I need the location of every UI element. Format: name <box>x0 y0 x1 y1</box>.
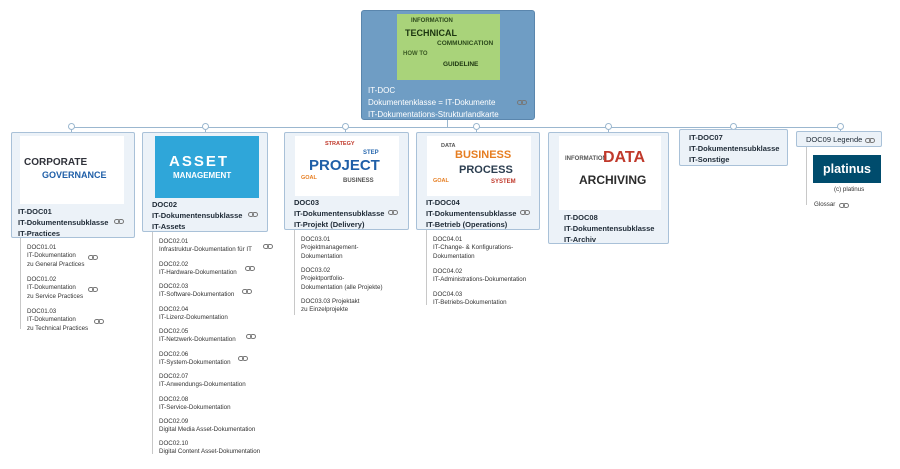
collapse-knob[interactable] <box>605 123 612 130</box>
leaf-glossar[interactable]: Glossar <box>814 201 836 208</box>
root-class: Dokumentenklasse = IT-Dokumente <box>368 98 496 107</box>
collapse-knob[interactable] <box>202 123 209 130</box>
link-icon[interactable] <box>865 138 876 144</box>
logo-caption: (c) platinus <box>834 186 865 193</box>
platinus-logo: platinus <box>813 155 881 183</box>
collapse-knob[interactable] <box>68 123 75 130</box>
root-word-cloud-image: INFORMATION TECHNICAL COMMUNICATION HOW … <box>397 14 500 80</box>
branch-node-doc02[interactable]: ASSET MANAGEMENT DOC02 IT-Dokumentensubk… <box>142 132 268 232</box>
leaf-doc01-01[interactable]: DOC01.01 IT-Dokumentation zu General Pract… <box>27 244 85 268</box>
branch-node-doc03[interactable]: STRATEGY STEP PROJECT GOAL BUSINESS DOC0… <box>284 132 409 230</box>
collapse-knob[interactable] <box>473 123 480 130</box>
leaf-doc02-04[interactable]: DOC02.04 IT-Lizenz-Dokumentation <box>159 306 228 322</box>
link-icon[interactable] <box>520 210 531 216</box>
leaf-doc02-05[interactable]: DOC02.05 IT-Netzwerk-Dokumentation <box>159 328 236 344</box>
leaf-doc04-03[interactable]: DOC04.03 IT-Betriebs-Dokumentation <box>433 291 507 307</box>
link-icon[interactable] <box>245 266 256 272</box>
leaf-doc01-02[interactable]: DOC01.02 IT-Dokumentation zu Service Pract… <box>27 276 84 300</box>
leaf-doc04-01[interactable]: DOC04.01 IT-Change- & Konfigurations- Doku… <box>433 236 514 260</box>
leaf-doc02-02[interactable]: DOC02.02 IT-Hardware-Dokumentation <box>159 261 237 277</box>
project-word-cloud-image: STRATEGY STEP PROJECT GOAL BUSINESS <box>295 136 399 196</box>
collapse-knob[interactable] <box>837 123 844 130</box>
link-icon[interactable] <box>242 289 253 295</box>
link-icon[interactable] <box>263 244 274 250</box>
leaf-doc04-02[interactable]: DOC04.02 IT-Administrations-Dokumentation <box>433 268 527 284</box>
link-icon[interactable] <box>246 334 257 340</box>
corporate-governance-image: CORPORATE GOVERNANCE <box>20 136 124 204</box>
collapse-knob[interactable] <box>342 123 349 130</box>
root-title: IT-DOC <box>368 86 396 95</box>
data-archiving-image: INFORMATION DATA ARCHIVING <box>559 136 661 210</box>
business-process-image: DATA BUSINESS PROCESS SYSTEM GOAL <box>427 136 531 196</box>
branch-node-doc01[interactable]: CORPORATE GOVERNANCE IT-DOC01 IT-Dokumen… <box>11 132 135 238</box>
link-icon[interactable] <box>238 356 249 362</box>
link-icon[interactable] <box>388 210 399 216</box>
root-node[interactable]: INFORMATION TECHNICAL COMMUNICATION HOW … <box>361 10 535 120</box>
leaf-doc02-07[interactable]: DOC02.07 IT-Anwendungs-Dokumentation <box>159 373 246 389</box>
branch-node-doc07[interactable]: IT-DOC07 IT-Dokumentensubklasse IT-Sonst… <box>679 129 788 166</box>
branch-node-doc09[interactable]: DOC09 Legende <box>796 131 882 147</box>
link-icon[interactable] <box>88 287 99 293</box>
link-icon[interactable] <box>94 319 105 325</box>
branch-node-doc08[interactable]: INFORMATION DATA ARCHIVING IT-DOC08 IT-D… <box>548 132 669 244</box>
asset-management-image: ASSET MANAGEMENT <box>155 136 259 198</box>
leaf-doc02-06[interactable]: DOC02.06 IT-System-Dokumentation <box>159 351 231 367</box>
link-icon[interactable] <box>88 255 99 261</box>
link-icon[interactable] <box>839 203 850 209</box>
branch-bus <box>71 127 841 128</box>
root-subtitle: IT-Dokumentations-Strukturlandkarte <box>368 110 499 119</box>
link-icon[interactable] <box>114 219 125 225</box>
leaf-doc02-03[interactable]: DOC02.03 IT-Software-Dokumentation <box>159 283 235 299</box>
link-icon[interactable] <box>248 212 259 218</box>
leaf-doc02-08[interactable]: DOC02.08 IT-Service-Dokumentation <box>159 396 231 412</box>
leaf-doc03-01[interactable]: DOC03.01 Projektmanagement- Dokumentation <box>301 236 359 260</box>
leaf-doc03-03[interactable]: DOC03.03 Projektakt zu Einzelprojekte <box>301 298 360 314</box>
leaf-doc03-02[interactable]: DOC03.02 Projektportfolio- Dokumentation (… <box>301 267 383 291</box>
link-icon[interactable] <box>517 100 528 106</box>
leaf-doc02-01[interactable]: DOC02.01 Infrastruktur-Dokumentation für … <box>159 238 252 254</box>
leaf-doc02-10[interactable]: DOC02.10 Digital Content Asset-Dokumentat… <box>159 440 261 456</box>
leaf-doc02-09[interactable]: DOC02.09 Digital Media Asset-Dokumentatio… <box>159 418 256 434</box>
branch-node-doc04[interactable]: DATA BUSINESS PROCESS SYSTEM GOAL IT-DOC… <box>416 132 540 230</box>
root-connector <box>447 120 448 128</box>
leaf-doc01-03[interactable]: DOC01.03 IT-Dokumentation zu Technical Pra… <box>27 308 89 332</box>
